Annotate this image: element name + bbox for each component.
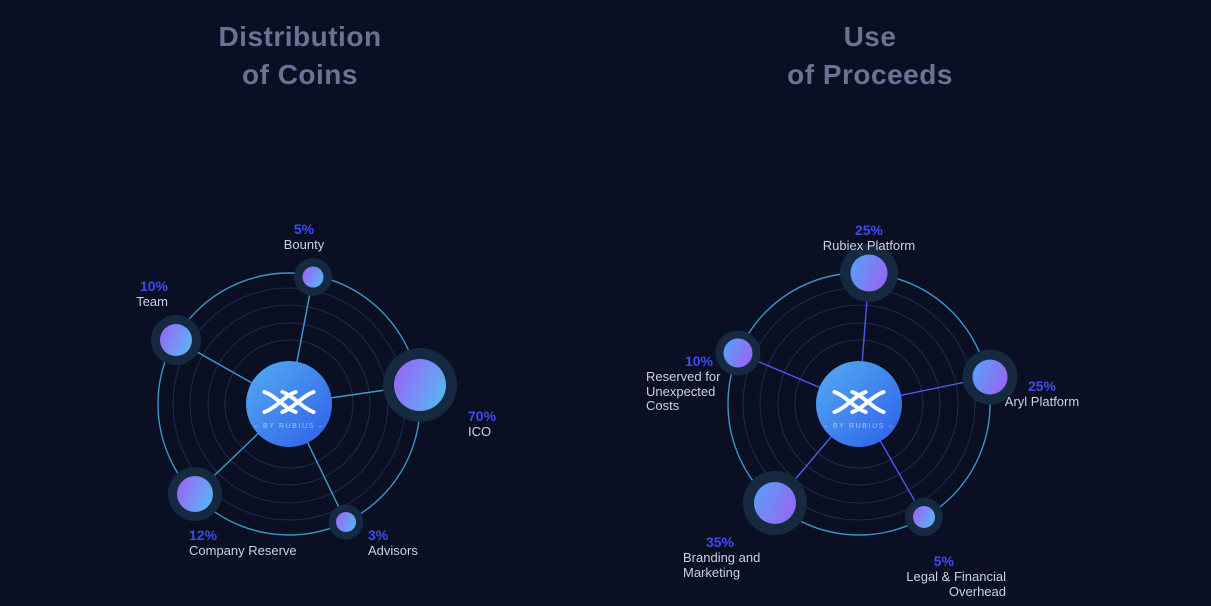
percent-value: 10% [139,278,168,294]
category-label: Team [136,294,168,309]
brand-text: – BY RUBIUS – [823,423,895,430]
node-bubble-bounty [302,266,324,288]
percent-value: 25% [1027,378,1057,394]
title-line: of Proceeds [787,59,953,90]
left-chart-title: Distribution of Coins [150,18,450,94]
node-bubble-advisors [336,512,356,532]
percent-value: 10% [684,353,713,369]
title-line: of Coins [242,59,358,90]
category-label: Bounty [283,237,325,252]
category-label: ICO [468,424,492,439]
category-label: Overhead [948,583,1006,599]
percent-value: 5% [933,553,954,569]
node-bubble-rubiex [850,254,888,292]
category-label: Branding and [683,550,761,565]
node-label-reserved: 10% Reserved for Unexpected Costs [646,353,721,414]
category-label: Unexpected [646,383,716,399]
category-label: Aryl Platform [1004,394,1080,409]
category-label: Rubiex Platform [822,238,916,253]
node-bubble-reserved [723,338,753,368]
node-label-team: 10% Team [48,279,168,310]
rubius-logo-icon [262,390,316,414]
node-bubble-team [160,324,192,356]
node-label-aryl: 25% Aryl Platform [1002,379,1082,410]
percent-value: 70% [468,408,497,424]
node-label-ico: 70% ICO [468,409,496,440]
node-label-advisors: 3% Advisors [368,528,418,559]
node-label-company-reserve: 12% Company Reserve [189,528,297,559]
node-bubble-branding [754,482,796,524]
node-label-legal: 5% Legal & Financial Overhead [886,554,1006,599]
node-label-branding: 35% Branding and Marketing [683,534,761,580]
center-hub-left: – BY RUBIUS – [246,361,332,447]
category-label: Marketing [683,564,741,580]
category-label: Advisors [368,543,418,558]
percent-value: 5% [293,221,315,237]
node-bubble-ico [394,359,446,411]
node-label-bounty: 5% Bounty [244,222,364,253]
percent-value: 12% [189,527,218,543]
node-label-rubiex: 25% Rubiex Platform [789,223,949,254]
node-bubble-legal [913,506,935,528]
rubius-logo-icon [832,390,886,414]
right-chart-title: Use of Proceeds [720,18,1020,94]
title-line: Distribution [218,21,382,52]
brand-text: – BY RUBIUS – [253,423,325,430]
percent-value: 25% [854,222,884,238]
node-bubble-company-reserve [177,476,213,512]
percent-value: 3% [368,527,389,543]
node-bubble-aryl [972,359,1008,395]
center-hub-right: – BY RUBIUS – [816,361,902,447]
category-label: Legal & Financial [906,569,1006,584]
title-line: Use [843,21,897,52]
percent-value: 35% [705,534,735,550]
category-label: Company Reserve [189,543,297,558]
category-label: Reserved for [646,369,721,384]
category-label: Costs [646,398,680,413]
